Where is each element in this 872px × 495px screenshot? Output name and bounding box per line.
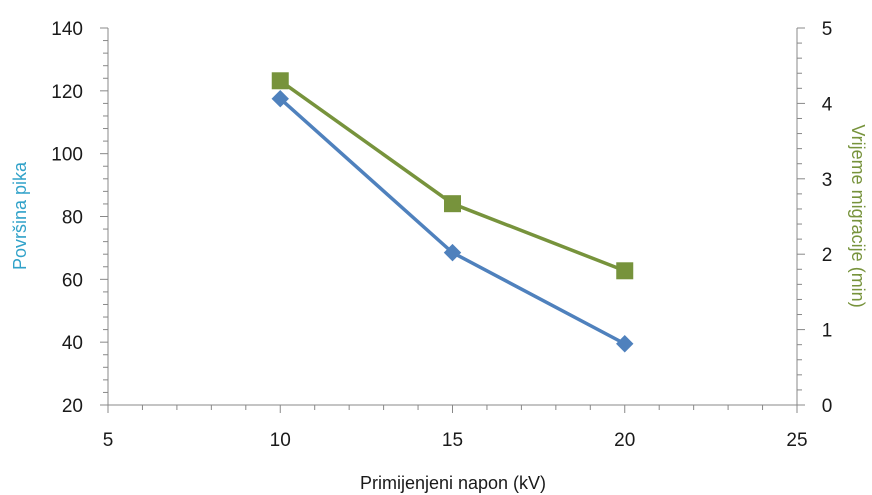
series-1-point bbox=[271, 72, 289, 90]
y-left-tick-label: 100 bbox=[51, 145, 83, 166]
x-tick-label: 25 bbox=[786, 430, 807, 451]
y-left-tick-label: 80 bbox=[62, 208, 83, 229]
x-axis-title: Primijenjeni napon (kV) bbox=[360, 473, 546, 493]
series-0-point bbox=[443, 243, 462, 262]
series-0-point bbox=[616, 335, 634, 353]
y-left-tick-label: 20 bbox=[62, 396, 83, 417]
x-tick-label: 15 bbox=[442, 430, 463, 451]
axes: 5 10 15 20 25 20 40 60 80 100 120 140 0 1 2 3 4 5 bbox=[51, 19, 832, 451]
y-right-tick-label: 0 bbox=[822, 396, 833, 417]
y-right-tick-label: 2 bbox=[822, 245, 833, 266]
x-tick-label: 10 bbox=[270, 430, 291, 451]
y-right-tick-label: 3 bbox=[822, 170, 833, 191]
y-right-tick-label: 1 bbox=[822, 321, 833, 342]
y-left-tick-label: 60 bbox=[62, 270, 83, 291]
series-1-point bbox=[616, 262, 634, 280]
series-0-point bbox=[271, 89, 289, 108]
y-right-tick-label: 5 bbox=[822, 19, 833, 40]
y-axis-right-title: Vrijeme migracije (min) bbox=[848, 124, 868, 307]
y-left-tick-label: 120 bbox=[51, 82, 83, 103]
x-tick-label: 20 bbox=[614, 430, 635, 451]
y-axis-left-title: Površina pika bbox=[10, 161, 30, 270]
y-right-tick-label: 4 bbox=[822, 94, 833, 115]
series-layer bbox=[271, 72, 634, 353]
y-left-tick-label: 40 bbox=[62, 333, 83, 354]
series-1-point bbox=[444, 195, 461, 213]
y-left-tick-label: 140 bbox=[51, 19, 83, 40]
series-1-line bbox=[279, 79, 626, 273]
series-0-line bbox=[279, 97, 626, 346]
x-tick-label: 5 bbox=[103, 430, 114, 451]
